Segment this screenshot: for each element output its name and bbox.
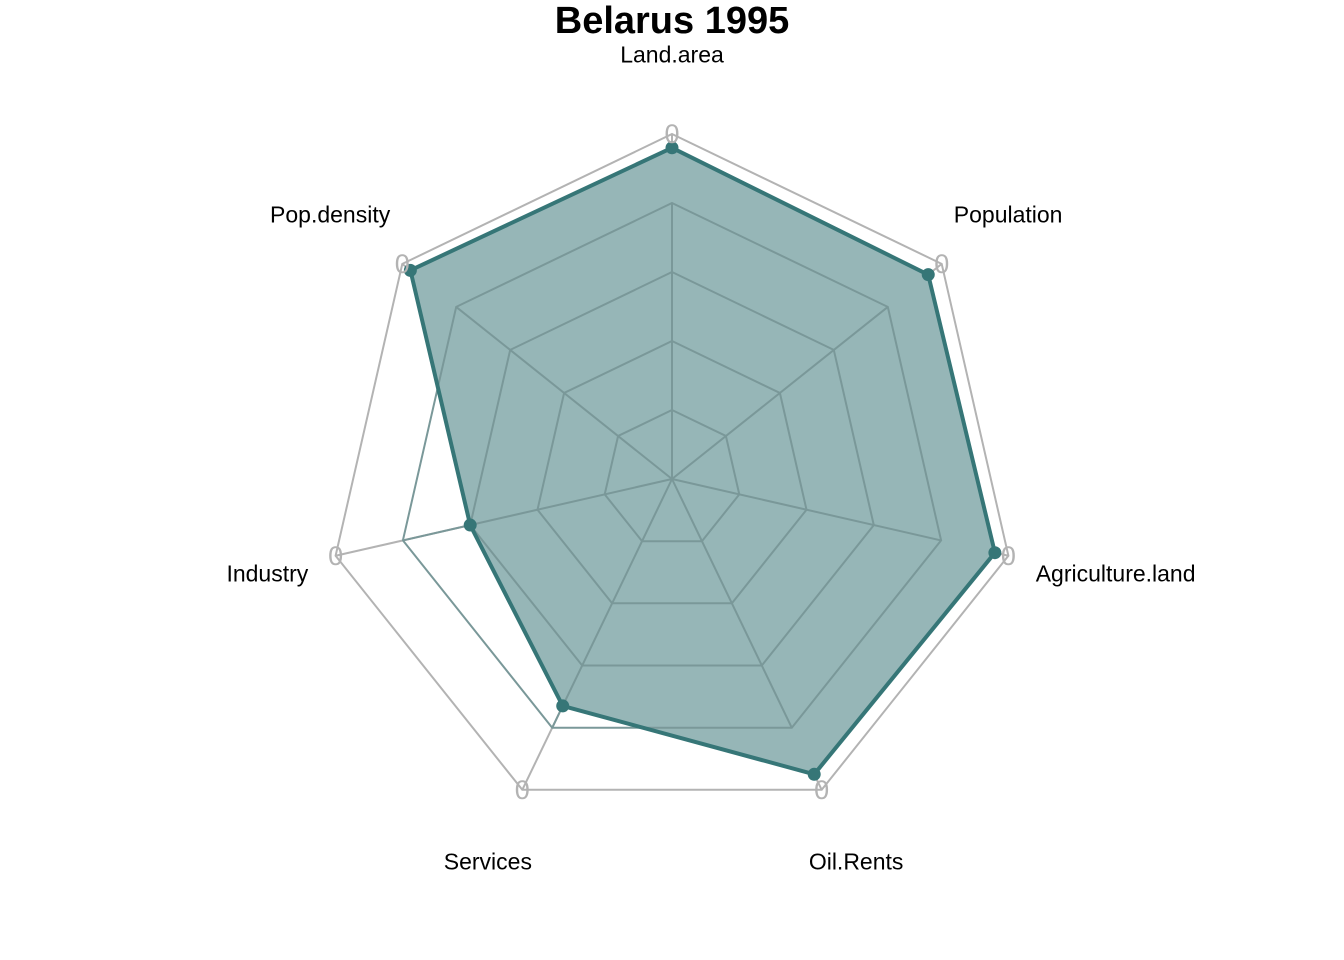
grid-ring bbox=[469, 270, 875, 667]
grid-spoke bbox=[671, 306, 889, 480]
series-marks bbox=[403, 141, 1002, 781]
axis-labels: Land.area Population Agriculture.land Oil.R… bbox=[226, 42, 1195, 875]
data-point-agriculture-land bbox=[988, 546, 1002, 560]
axis-label-industry: Industry bbox=[226, 560, 308, 586]
grid-ring bbox=[603, 408, 741, 543]
series-area bbox=[410, 147, 995, 775]
data-point-industry bbox=[463, 518, 477, 532]
grid-ring bbox=[536, 339, 808, 605]
data-point-land-area bbox=[665, 141, 679, 155]
data-point-population bbox=[921, 268, 935, 282]
axis-label-services: Services bbox=[444, 848, 532, 874]
ring-label: 0 bbox=[515, 775, 530, 805]
grid-spoke bbox=[671, 478, 942, 542]
data-point-pop-density bbox=[403, 263, 417, 277]
grid-ring-outer bbox=[334, 132, 1010, 791]
ring-label: 0 bbox=[814, 775, 829, 805]
ring-label: 0 bbox=[664, 119, 679, 149]
grid-ring bbox=[401, 201, 943, 729]
data-point-services bbox=[556, 699, 570, 713]
axis-label-pop-density: Pop.density bbox=[270, 201, 391, 227]
axis-label-population: Population bbox=[954, 201, 1063, 227]
ring-labels: 0 0 0 0 0 0 0 bbox=[328, 119, 1016, 805]
data-point-oil-rents bbox=[807, 767, 821, 781]
chart-title: Belarus 1995 bbox=[554, 0, 790, 42]
ring-label: 0 bbox=[934, 249, 949, 279]
ring-label: 0 bbox=[1001, 541, 1016, 571]
grid-spoke bbox=[402, 478, 673, 542]
axis-label-oil-rents: Oil.Rents bbox=[809, 848, 904, 874]
series-line bbox=[408, 145, 997, 777]
axis-label-land-area: Land.area bbox=[620, 42, 724, 68]
axis-label-agriculture-land: Agriculture.land bbox=[1036, 560, 1196, 586]
grid-spoke bbox=[551, 478, 673, 729]
inner-grid bbox=[401, 201, 943, 729]
ring-label: 0 bbox=[328, 541, 343, 571]
grid-spoke bbox=[671, 478, 793, 729]
ring-label: 0 bbox=[395, 249, 410, 279]
series-fill bbox=[410, 147, 995, 775]
grid-spoke bbox=[455, 306, 673, 480]
